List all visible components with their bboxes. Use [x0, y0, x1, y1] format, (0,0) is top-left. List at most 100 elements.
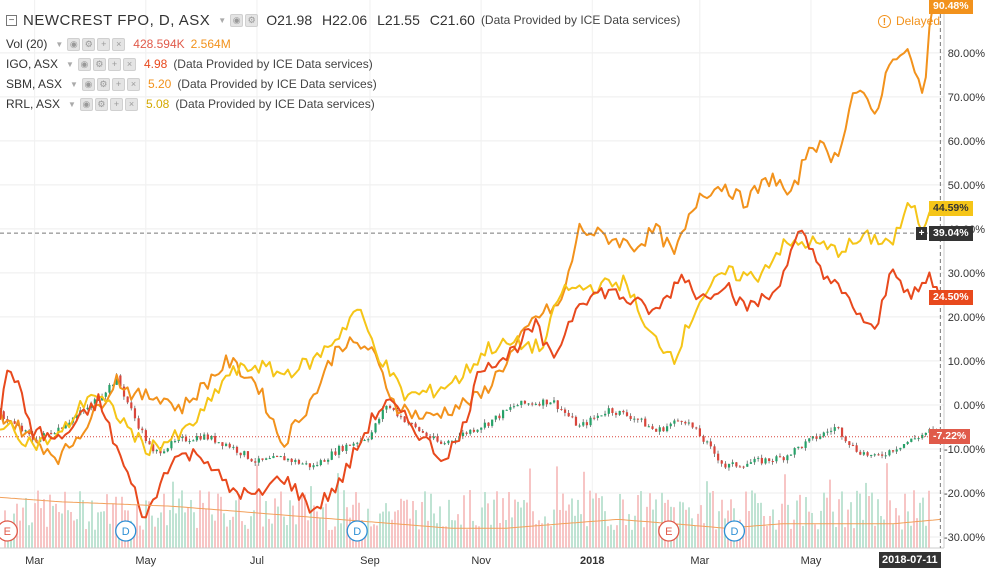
volume-bar — [211, 514, 213, 548]
event-marker[interactable]: D — [346, 520, 368, 542]
candle-body — [363, 440, 366, 442]
candle-body — [13, 421, 16, 424]
volume-bar — [622, 499, 624, 548]
add-icon[interactable]: + — [109, 97, 123, 111]
volume-bar — [346, 507, 348, 548]
volume-bar — [226, 526, 228, 548]
x-tick-label: Jul — [250, 555, 264, 567]
volume-bar — [583, 471, 585, 548]
legend-row-vol: Vol (20) ▼ ◉ ⚙ + × 428.594K 2.564M — [6, 34, 680, 54]
volume-bar — [373, 524, 375, 548]
eye-icon[interactable]: ◉ — [77, 57, 91, 71]
candle-body — [607, 408, 610, 414]
candle-body — [57, 427, 60, 434]
collapse-icon[interactable]: − — [6, 14, 17, 26]
event-marker-label: D — [353, 526, 361, 538]
candle-body — [316, 465, 319, 467]
volume-bar — [325, 503, 327, 548]
candle-body — [910, 438, 913, 442]
candle-body — [713, 446, 716, 454]
volume-bar — [454, 520, 456, 548]
close-icon[interactable]: × — [112, 37, 126, 51]
eye-icon[interactable]: ◉ — [67, 37, 81, 51]
volume-bar — [517, 501, 519, 548]
volume-bar — [289, 500, 291, 548]
eye-icon[interactable]: ◉ — [79, 97, 93, 111]
event-marker-circle — [346, 520, 368, 542]
volume-bar — [634, 515, 636, 548]
event-marker[interactable]: D — [723, 520, 746, 542]
y-tick-label: 0.00% — [954, 400, 985, 412]
series-lines — [0, 3, 944, 529]
chevron-down-icon[interactable]: ▼ — [55, 39, 64, 49]
chevron-down-icon[interactable]: ▼ — [66, 59, 74, 69]
volume-bar — [826, 497, 828, 548]
series-line — [0, 229, 942, 519]
event-marker-label: D — [122, 526, 130, 538]
candle-body — [753, 458, 756, 463]
candle-body — [465, 432, 468, 434]
close-icon[interactable]: × — [122, 57, 136, 71]
add-icon[interactable]: + — [97, 37, 111, 51]
candle-body — [480, 427, 483, 430]
volume-bar — [472, 520, 474, 548]
candle-body — [297, 459, 301, 464]
volume-bar — [421, 501, 423, 548]
volume-bar — [31, 522, 33, 548]
volume-bar — [766, 525, 768, 548]
volume-bar — [205, 508, 207, 548]
close-icon[interactable]: × — [126, 77, 140, 91]
volume-bar — [574, 515, 576, 548]
volume-bar — [811, 512, 813, 548]
gear-icon[interactable]: ⚙ — [92, 57, 106, 71]
event-marker[interactable]: E — [0, 520, 18, 542]
volume-bar — [94, 529, 96, 548]
candle-body — [60, 427, 64, 429]
add-icon[interactable]: + — [111, 77, 125, 91]
candle-body — [53, 433, 56, 435]
indicator-value: 5.08 — [145, 97, 170, 111]
gear-icon[interactable]: ⚙ — [94, 97, 108, 111]
eye-icon[interactable]: ◉ — [230, 13, 244, 27]
event-marker[interactable]: D — [115, 520, 137, 542]
candle-body — [228, 443, 231, 448]
chevron-down-icon[interactable]: ▼ — [68, 99, 76, 109]
volume-bar — [892, 524, 894, 548]
gear-icon[interactable]: ⚙ — [245, 13, 259, 27]
candle-body — [811, 436, 814, 439]
volume-bar — [829, 479, 831, 548]
gear-icon[interactable]: ⚙ — [82, 37, 96, 51]
candle-body — [778, 456, 782, 458]
volume-bar — [832, 511, 834, 548]
volume-bar — [682, 502, 684, 548]
add-icon[interactable]: + — [107, 57, 121, 71]
volume-bar — [685, 509, 687, 548]
volume-bar — [235, 500, 237, 548]
series-line — [0, 496, 941, 529]
candle-body — [851, 444, 855, 446]
close-icon[interactable]: × — [124, 97, 138, 111]
volume-bar — [259, 492, 261, 548]
delayed-indicator[interactable]: ! Delayed — [877, 14, 940, 28]
event-marker[interactable]: E — [658, 520, 680, 542]
candle-body — [724, 463, 727, 468]
event-marker-circle — [115, 520, 137, 542]
chevron-down-icon[interactable]: ▼ — [218, 15, 227, 25]
indicator-value: 4.98 — [143, 57, 168, 71]
cursor-date-badge: 2018-07-11 — [879, 552, 941, 568]
volume-bar — [343, 490, 345, 548]
volume-bar — [436, 523, 438, 548]
candle-body — [720, 460, 723, 464]
chevron-down-icon[interactable]: ▼ — [70, 79, 78, 89]
gear-icon[interactable]: ⚙ — [96, 77, 110, 91]
candle-body — [501, 410, 505, 419]
y-tick-label: 50.00% — [948, 180, 986, 192]
candle-body — [527, 403, 530, 405]
event-marker-circle — [723, 520, 746, 542]
volume-bar — [232, 516, 234, 548]
eye-icon[interactable]: ◉ — [81, 77, 95, 91]
volume-bar — [703, 523, 705, 548]
volume-bar — [148, 501, 150, 548]
